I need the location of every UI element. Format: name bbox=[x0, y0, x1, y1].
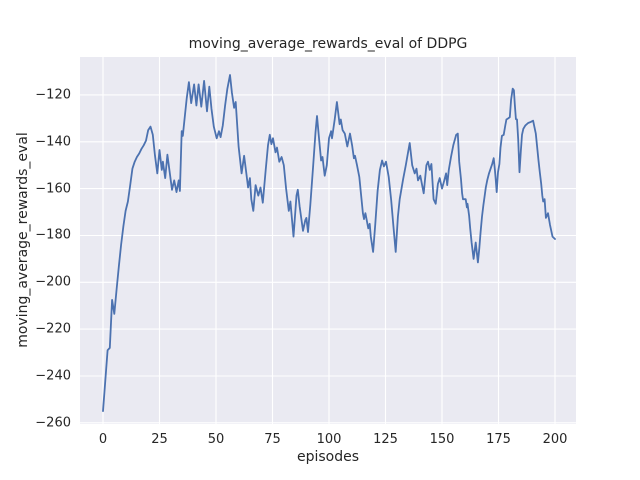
x-axis-label: episodes bbox=[296, 449, 360, 465]
x-tick-label: 25 bbox=[151, 432, 168, 447]
x-tick-label: 200 bbox=[542, 432, 568, 447]
x-tick-label: 150 bbox=[429, 432, 455, 447]
y-tick-label: −180 bbox=[35, 227, 71, 243]
x-tick-label: 0 bbox=[98, 432, 108, 447]
y-tick-label: −200 bbox=[35, 274, 71, 290]
x-tick-label: 50 bbox=[207, 432, 225, 447]
y-tick-label: −220 bbox=[35, 321, 71, 337]
chart-title: moving_average_rewards_eval of DDPG bbox=[188, 36, 468, 52]
x-tick-label: 125 bbox=[373, 432, 398, 447]
y-tick-label: −240 bbox=[35, 368, 71, 384]
data-line bbox=[102, 74, 556, 413]
x-tick-label: 175 bbox=[486, 432, 511, 447]
line-plot-svg bbox=[80, 57, 576, 424]
y-tick-label: −140 bbox=[35, 134, 71, 150]
plot-area bbox=[80, 57, 576, 424]
x-tick-label: 75 bbox=[264, 432, 281, 447]
y-tick-label: −160 bbox=[35, 181, 71, 197]
y-tick-label: −120 bbox=[35, 87, 71, 103]
x-tick-label: 100 bbox=[316, 432, 342, 447]
y-tick-label: −260 bbox=[35, 415, 71, 431]
